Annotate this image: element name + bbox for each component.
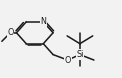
Text: O: O — [7, 28, 14, 37]
Text: Si: Si — [76, 50, 84, 59]
Text: O: O — [65, 56, 71, 65]
Text: N: N — [40, 17, 46, 26]
